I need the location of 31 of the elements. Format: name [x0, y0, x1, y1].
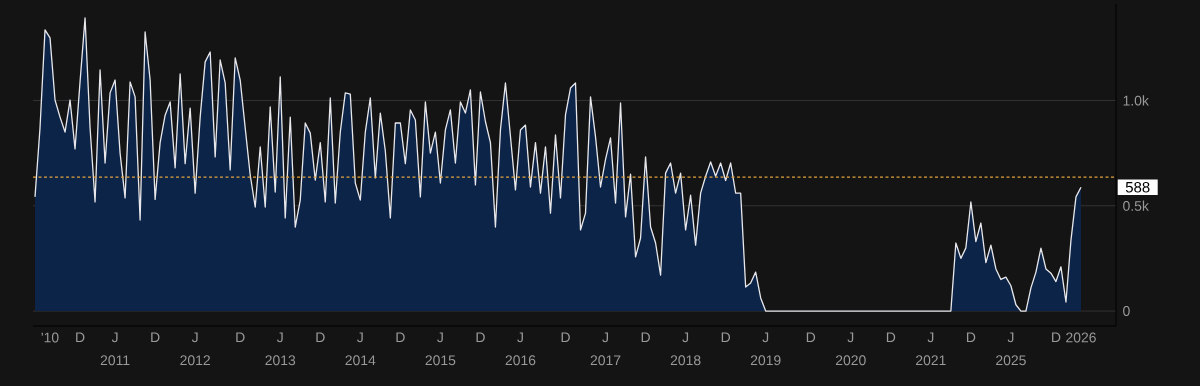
x-tick-label: J 2014 [345, 332, 376, 366]
x-tick-label: D [396, 332, 405, 343]
x-tick-label: D [476, 332, 485, 343]
x-tick-label: '10 [41, 332, 59, 343]
x-tick-label: D [641, 332, 650, 343]
x-tick-label: J 2018 [670, 332, 701, 366]
y-tick-label: 1.0k [1123, 95, 1149, 106]
x-tick-label: D [561, 332, 570, 343]
x-tick-label: J 2015 [425, 332, 456, 366]
y-tick-label: 0 [1123, 306, 1130, 316]
x-tick-label: J 2025 [996, 332, 1026, 366]
x-tick-label: J 2016 [505, 332, 536, 366]
x-tick-label: D [886, 332, 896, 343]
x-tick-label: D [966, 332, 976, 343]
text: 588 [1125, 181, 1150, 193]
x-tick-label: D [721, 332, 731, 343]
x-tick-label: D [76, 332, 85, 343]
x-tick-label: J 2021 [916, 332, 946, 366]
x-tick-label: 2026 [1066, 332, 1096, 343]
y-tick-label: 0.5k [1123, 200, 1149, 211]
x-tick-label: D [316, 332, 325, 343]
x-tick-label: D [1052, 332, 1061, 343]
x-tick-label: J 2017 [590, 332, 621, 366]
x-tick-label: D [236, 332, 245, 343]
x-tick-label: J 2011 [100, 332, 130, 366]
x-tick-label: J 2013 [265, 332, 296, 366]
x-tick-label: J 2019 [750, 332, 781, 366]
x-tick-label: J 2020 [835, 332, 866, 366]
x-tick-label: D [151, 332, 160, 343]
x-tick-label: D [806, 332, 816, 343]
x-tick-label: J 2012 [180, 332, 210, 366]
